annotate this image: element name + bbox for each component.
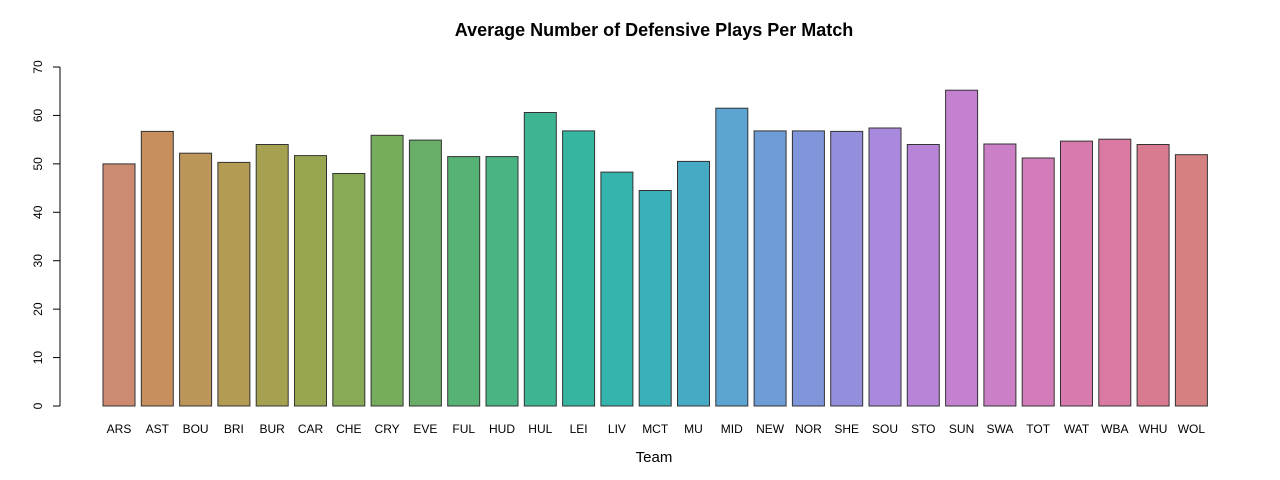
bar-sun (945, 89, 979, 407)
y-tick-label-20: 20 (31, 302, 45, 316)
x-tick-label-bri: BRI (224, 422, 244, 436)
bars-group (102, 89, 1208, 407)
bar-lei (562, 130, 596, 407)
x-tick-label-mct: MCT (642, 422, 669, 436)
bar-new (753, 130, 787, 407)
bar-bri (217, 161, 251, 407)
bar-nor (791, 130, 825, 407)
x-tick-label-sun: SUN (949, 422, 974, 436)
x-tick-label-wol: WOL (1178, 422, 1206, 436)
bar-che (332, 173, 366, 407)
x-tick-label-she: SHE (834, 422, 859, 436)
bar-ful (447, 156, 481, 407)
x-tick-label-tot: TOT (1026, 422, 1050, 436)
x-tick-label-hul: HUL (528, 422, 552, 436)
x-tick-labels: ARS AST BOU BRI BUR CAR CHE CRY EVE FUL HUD HUL LEI L… (107, 422, 1206, 436)
bar-hud (485, 156, 519, 407)
x-tick-label-new: NEW (756, 422, 785, 436)
y-tick-label-60: 60 (31, 108, 45, 122)
x-tick-label-nor: NOR (795, 422, 822, 436)
bar-tot (1021, 157, 1055, 407)
bar-ast (140, 130, 174, 407)
y-axis: 0 10 20 30 40 50 60 70 (31, 60, 61, 409)
x-tick-label-ast: AST (146, 422, 170, 436)
x-tick-label-cry: CRY (375, 422, 400, 436)
x-tick-label-wat: WAT (1064, 422, 1090, 436)
bar-hul (523, 112, 557, 407)
y-tick-label-70: 70 (31, 60, 45, 74)
bar-wol (1174, 154, 1208, 407)
bar-wba (1098, 138, 1132, 407)
x-axis-label: Team (636, 449, 673, 466)
bar-eve (408, 139, 442, 407)
x-tick-label-liv: LIV (608, 422, 626, 436)
x-tick-label-bur: BUR (260, 422, 286, 436)
y-tick-label-40: 40 (31, 205, 45, 219)
y-tick-label-30: 30 (31, 254, 45, 268)
bar-she (830, 130, 864, 407)
x-tick-label-mu: MU (684, 422, 703, 436)
bar-bou (179, 152, 213, 407)
y-tick-label-10: 10 (31, 351, 45, 365)
bar-mu (677, 160, 710, 407)
x-tick-label-lei: LEI (570, 422, 588, 436)
bar-wat (1060, 140, 1093, 407)
x-tick-label-sou: SOU (872, 422, 898, 436)
bar-ars (102, 163, 136, 407)
x-tick-label-che: CHE (336, 422, 361, 436)
bar-swa (983, 143, 1017, 407)
x-tick-label-hud: HUD (489, 422, 515, 436)
y-tick-label-50: 50 (31, 157, 45, 171)
x-tick-label-swa: SWA (986, 422, 1013, 436)
x-tick-label-ars: ARS (107, 422, 132, 436)
x-tick-label-mid: MID (721, 422, 743, 436)
x-tick-label-car: CAR (298, 422, 324, 436)
bar-cry (370, 134, 404, 407)
chart-title: Average Number of Defensive Plays Per Ma… (455, 20, 854, 40)
x-tick-label-bou: BOU (183, 422, 209, 436)
bar-mid (715, 107, 749, 407)
x-tick-label-ful: FUL (452, 422, 475, 436)
x-tick-label-eve: EVE (413, 422, 437, 436)
bar-mct (638, 190, 672, 407)
x-tick-label-sto: STO (911, 422, 935, 436)
bar-liv (600, 171, 634, 407)
bar-sou (868, 127, 902, 407)
y-tick-label-0: 0 (31, 402, 45, 409)
x-tick-label-whu: WHU (1139, 422, 1168, 436)
bar-car (294, 155, 327, 407)
bar-whu (1136, 144, 1170, 407)
bar-sto (906, 144, 940, 407)
bar-bur (255, 144, 289, 407)
x-tick-label-wba: WBA (1101, 422, 1128, 436)
